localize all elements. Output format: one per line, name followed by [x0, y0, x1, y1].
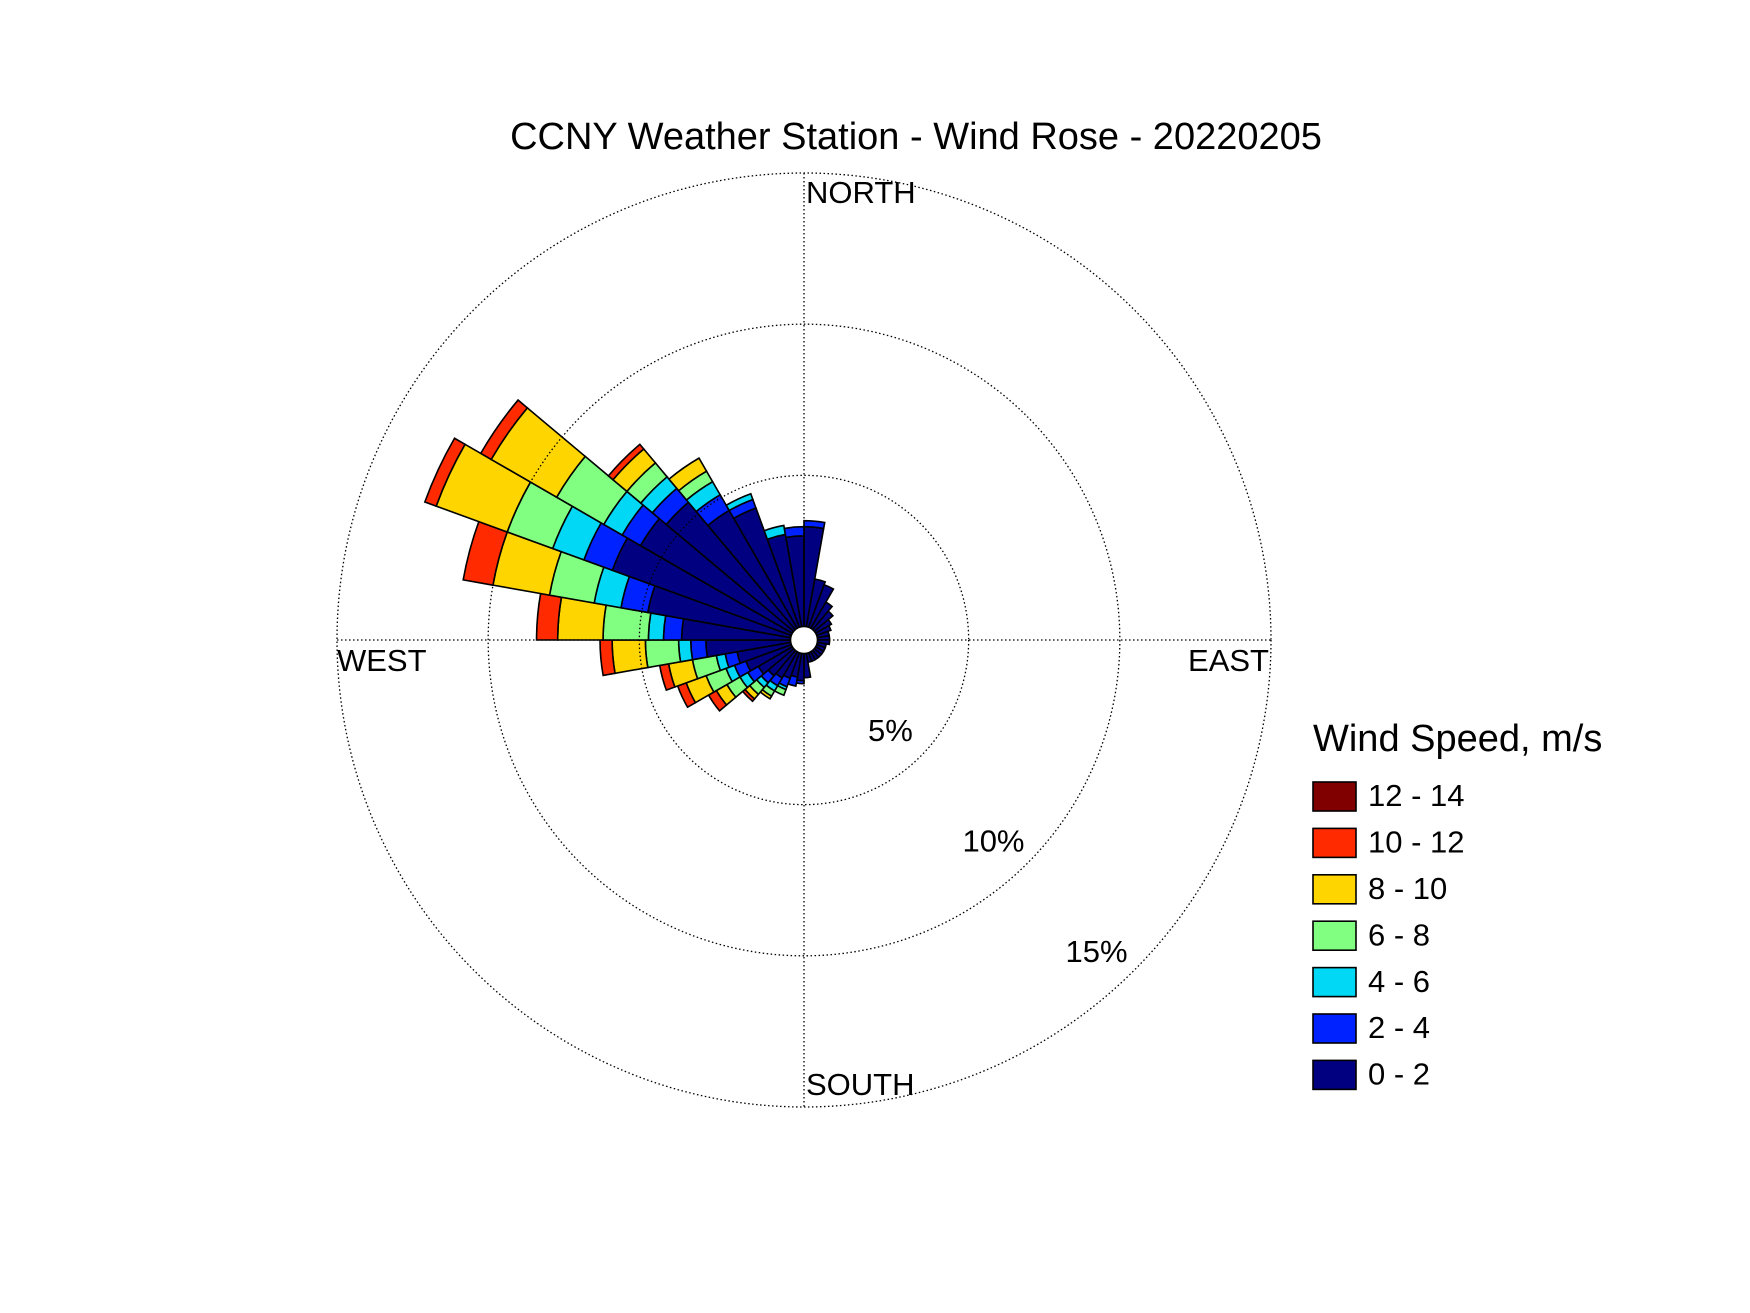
ring-label: 5%	[868, 713, 913, 748]
legend-title: Wind Speed, m/s	[1313, 718, 1602, 760]
legend-label: 0 - 2	[1368, 1057, 1430, 1092]
legend-label: 4 - 6	[1368, 964, 1430, 999]
wedges	[423, 398, 835, 712]
legend-swatch	[1312, 827, 1357, 859]
wedge-segment	[689, 639, 709, 661]
wedge-segment	[535, 592, 563, 641]
direction-label: NORTH	[806, 175, 916, 210]
wedge-segment	[662, 614, 685, 641]
direction-label: WEST	[337, 643, 427, 678]
wedge-segment	[423, 437, 467, 508]
direction-label: EAST	[1188, 643, 1269, 678]
direction-label: SOUTH	[806, 1067, 915, 1102]
wedge-segment	[667, 457, 708, 492]
legend-label: 10 - 12	[1368, 825, 1465, 860]
legend-label: 2 - 4	[1368, 1010, 1430, 1045]
legend-label: 6 - 8	[1368, 917, 1430, 952]
grid-ring	[487, 323, 1121, 957]
legend-swatch	[1312, 781, 1357, 812]
legend-swatch	[1312, 1013, 1357, 1044]
legend-swatch	[1312, 966, 1357, 998]
legend-swatch	[1312, 873, 1357, 905]
wedge-segment	[599, 639, 616, 677]
legend-label: 8 - 10	[1368, 871, 1447, 906]
grid-ring	[638, 474, 970, 806]
wedge-segment	[763, 524, 787, 541]
ring-label: 10%	[962, 823, 1024, 858]
wedge-segment	[783, 525, 805, 539]
wedge-segment	[644, 639, 682, 669]
grid-ring	[336, 172, 1272, 1108]
center-hole	[789, 625, 819, 655]
wedge-segment	[479, 398, 529, 461]
legend-swatch	[1312, 920, 1357, 952]
legend-swatch	[1312, 1059, 1357, 1091]
wedge-segment	[803, 519, 826, 530]
wedge-segment	[725, 492, 754, 512]
legend-label: 12 - 14	[1368, 778, 1465, 813]
chart-title: CCNY Weather Station - Wind Rose - 20220…	[510, 116, 1322, 158]
grid	[336, 172, 1272, 1108]
wedge-segment	[647, 612, 667, 641]
ring-label: 15%	[1066, 934, 1128, 969]
